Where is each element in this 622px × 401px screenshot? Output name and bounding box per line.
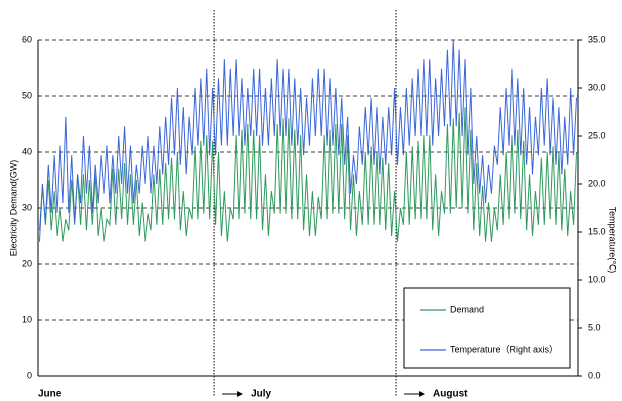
y2-tick-label: 0.0: [588, 370, 601, 380]
y2-tick-label: 30.0: [588, 82, 606, 92]
y-axis-label: Electricity Demand(GW): [8, 160, 18, 257]
x-tick-label: August: [433, 389, 468, 400]
y-tick-label: 0: [27, 370, 32, 380]
y2-tick-label: 10.0: [588, 274, 606, 284]
y-tick-label: 40: [22, 146, 32, 156]
legend-label: Temperature（Right axis）: [450, 344, 558, 354]
y2-tick-label: 20.0: [588, 178, 606, 188]
x-tick-label: June: [38, 389, 62, 400]
y2-tick-label: 15.0: [588, 226, 606, 236]
series-line: [38, 107, 578, 242]
y-tick-label: 30: [22, 202, 32, 212]
y2-axis-label: Temperature(℃): [608, 207, 618, 274]
y-tick-label: 50: [22, 90, 32, 100]
legend-box: [403, 287, 571, 369]
y-tick-label: 20: [22, 258, 32, 268]
y2-tick-label: 35.0: [588, 34, 606, 44]
y-tick-label: 60: [22, 34, 32, 44]
legend-label: Demand: [450, 304, 484, 314]
series-line: [38, 39, 578, 242]
y2-tick-label: 25.0: [588, 130, 606, 140]
y-tick-label: 10: [22, 314, 32, 324]
y2-tick-label: 5.0: [588, 322, 601, 332]
x-tick-label: July: [251, 389, 271, 400]
